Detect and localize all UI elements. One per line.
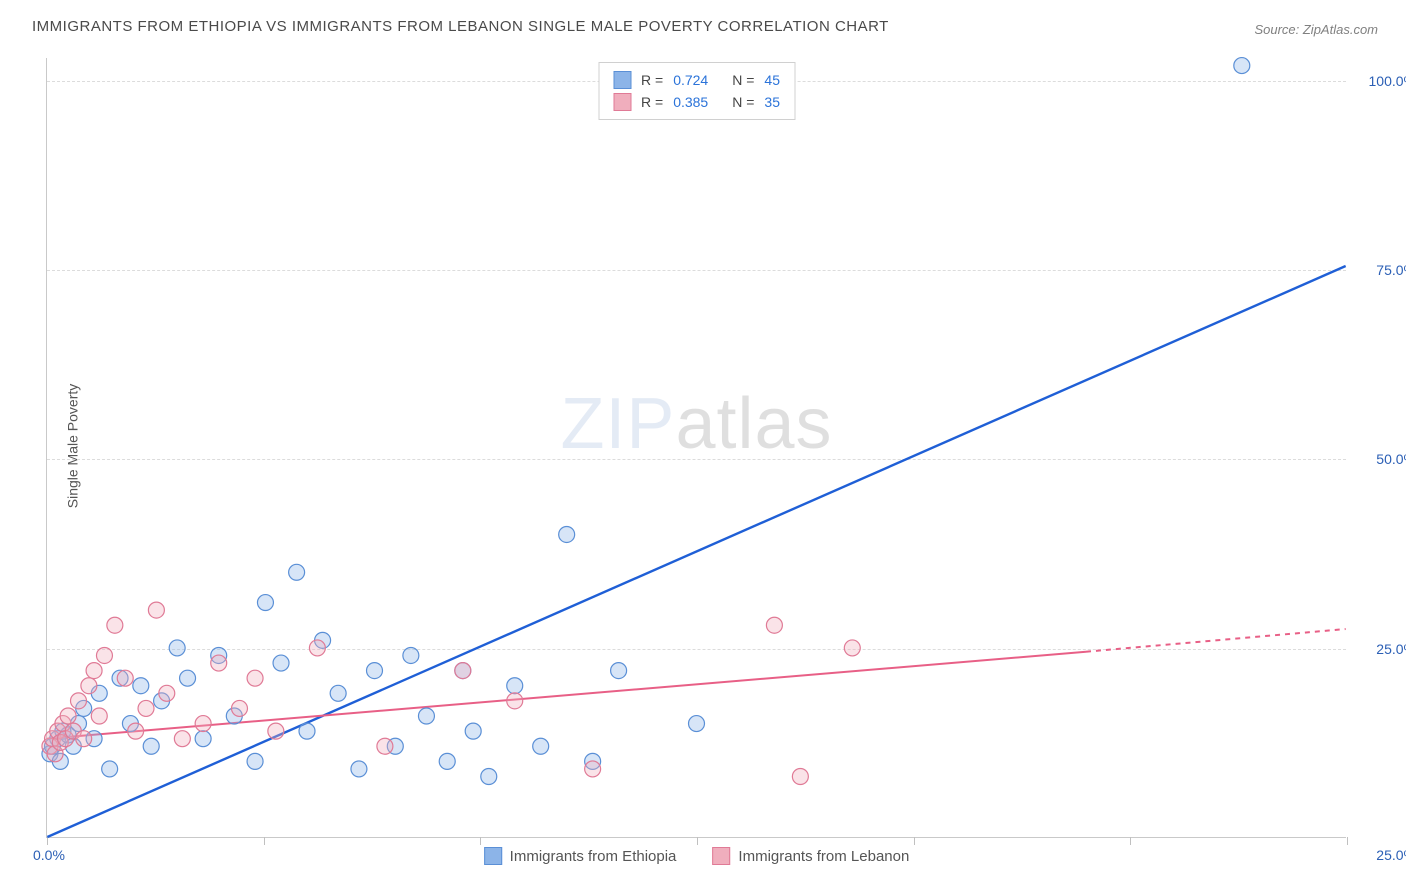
data-point — [689, 716, 705, 732]
data-point — [138, 700, 154, 716]
data-point — [418, 708, 434, 724]
data-point — [273, 655, 289, 671]
x-tick-min: 0.0% — [33, 847, 65, 863]
data-point — [844, 640, 860, 656]
x-tick — [47, 837, 48, 845]
data-point — [71, 693, 87, 709]
data-point — [507, 678, 523, 694]
data-point — [107, 617, 123, 633]
data-point — [403, 647, 419, 663]
data-point — [159, 685, 175, 701]
chart-title: IMMIGRANTS FROM ETHIOPIA VS IMMIGRANTS F… — [32, 18, 889, 35]
data-point — [231, 700, 247, 716]
legend-swatch — [484, 847, 502, 865]
x-tick-max: 25.0% — [1376, 847, 1406, 863]
data-point — [533, 738, 549, 754]
data-point — [585, 761, 601, 777]
x-tick — [1347, 837, 1348, 845]
data-point — [351, 761, 367, 777]
data-point — [309, 640, 325, 656]
legend-series-item: Immigrants from Ethiopia — [484, 847, 677, 865]
legend-series-label: Immigrants from Ethiopia — [510, 848, 677, 865]
legend-series-item: Immigrants from Lebanon — [712, 847, 909, 865]
legend-row: R = 0.385N = 35 — [613, 91, 780, 113]
data-point — [96, 647, 112, 663]
data-point — [367, 663, 383, 679]
data-point — [611, 663, 627, 679]
data-point — [180, 670, 196, 686]
data-point — [377, 738, 393, 754]
data-point — [792, 769, 808, 785]
data-point — [507, 693, 523, 709]
x-tick — [1130, 837, 1131, 845]
data-point — [299, 723, 315, 739]
data-point — [195, 716, 211, 732]
data-point — [1234, 58, 1250, 74]
data-point — [133, 678, 149, 694]
data-point — [174, 731, 190, 747]
legend-series-label: Immigrants from Lebanon — [738, 848, 909, 865]
data-point — [81, 678, 97, 694]
chart-plot-area: ZIPatlas 25.0%50.0%75.0%100.0% R = 0.724… — [46, 58, 1346, 838]
data-point — [117, 670, 133, 686]
data-point — [128, 723, 144, 739]
data-point — [143, 738, 159, 754]
data-point — [439, 753, 455, 769]
data-point — [247, 670, 263, 686]
legend-swatch — [613, 93, 631, 111]
data-point — [60, 708, 76, 724]
y-tick-label: 50.0% — [1376, 451, 1406, 467]
data-point — [148, 602, 164, 618]
data-point — [86, 663, 102, 679]
series-legend: Immigrants from Ethiopia Immigrants from … — [484, 847, 910, 865]
data-point — [330, 685, 346, 701]
data-point — [195, 731, 211, 747]
data-point — [465, 723, 481, 739]
data-point — [559, 526, 575, 542]
correlation-legend: R = 0.724N = 45R = 0.385N = 35 — [598, 62, 795, 120]
y-tick-label: 25.0% — [1376, 641, 1406, 657]
data-point — [169, 640, 185, 656]
legend-row: R = 0.724N = 45 — [613, 69, 780, 91]
data-point — [268, 723, 284, 739]
data-point — [289, 564, 305, 580]
y-tick-label: 100.0% — [1369, 73, 1406, 89]
data-point — [481, 769, 497, 785]
scatter-plot-svg — [47, 58, 1346, 837]
legend-swatch — [712, 847, 730, 865]
trend-line — [47, 266, 1345, 837]
data-point — [211, 655, 227, 671]
x-tick — [264, 837, 265, 845]
data-point — [76, 731, 92, 747]
y-tick-label: 75.0% — [1376, 262, 1406, 278]
x-tick — [914, 837, 915, 845]
x-tick — [480, 837, 481, 845]
data-point — [257, 595, 273, 611]
legend-swatch — [613, 71, 631, 89]
data-point — [766, 617, 782, 633]
trend-line-extrapolated — [1086, 629, 1346, 652]
x-tick — [697, 837, 698, 845]
data-point — [455, 663, 471, 679]
data-point — [91, 708, 107, 724]
data-point — [247, 753, 263, 769]
source-attribution: Source: ZipAtlas.com — [1254, 22, 1378, 37]
data-point — [102, 761, 118, 777]
